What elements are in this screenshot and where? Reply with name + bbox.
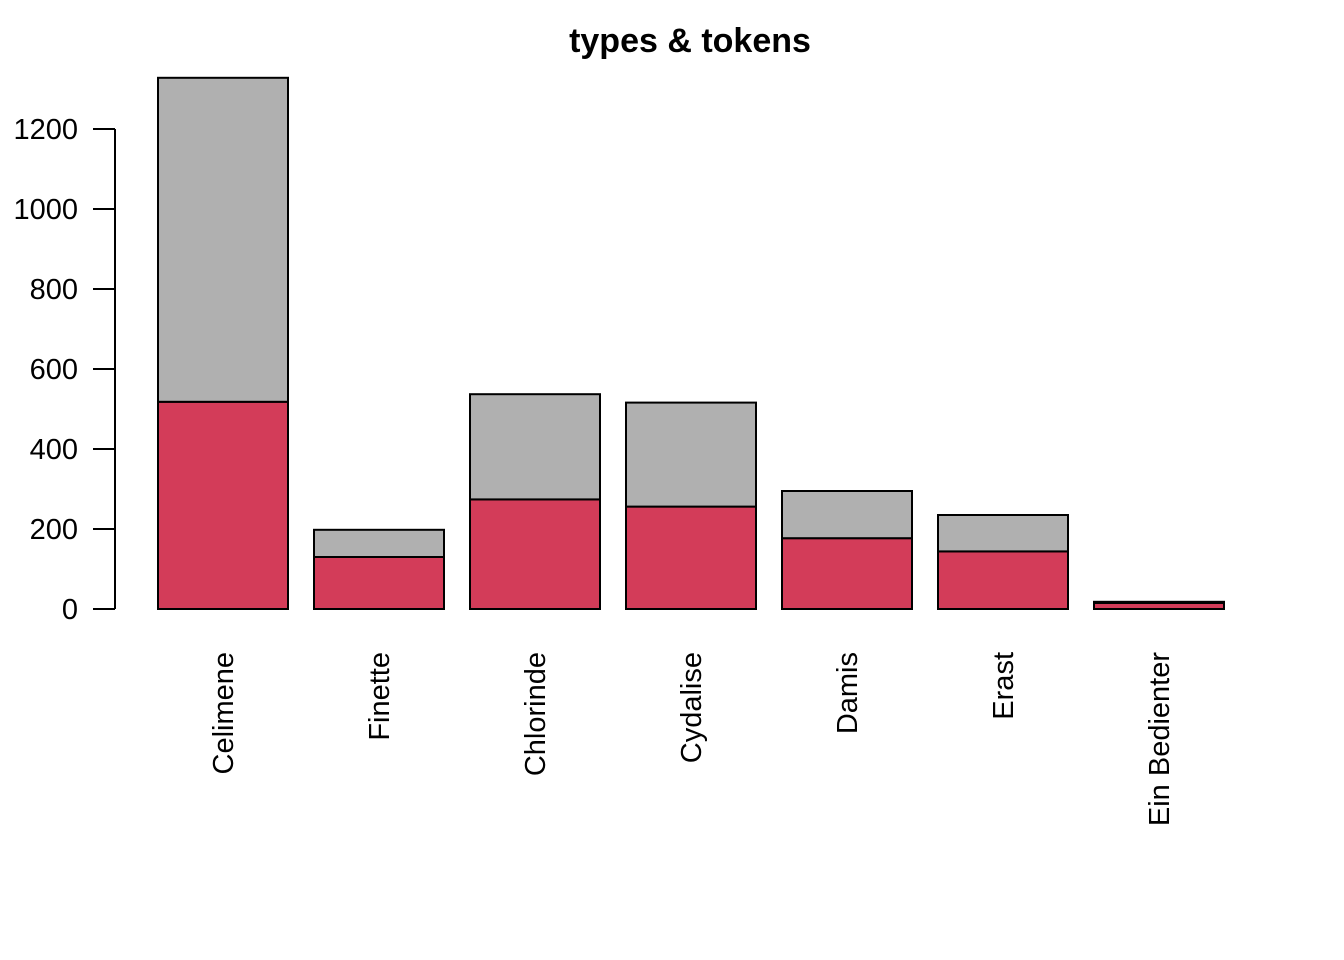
x-category-label: Damis bbox=[832, 652, 864, 734]
x-category-label: Chlorinde bbox=[520, 652, 552, 776]
x-category-label: Erast bbox=[988, 652, 1020, 720]
bar-segment-types bbox=[781, 537, 913, 611]
chart-title: types & tokens bbox=[569, 22, 811, 60]
y-axis: 0 200 400 600 800 1000 1200 bbox=[13, 114, 116, 626]
bar-segment-types bbox=[625, 505, 757, 611]
bar-segment-tokens bbox=[625, 401, 757, 508]
bar-segment-types bbox=[937, 550, 1069, 611]
bar-segment-tokens bbox=[1093, 600, 1225, 604]
y-tick-label: 600 bbox=[30, 354, 78, 386]
x-category-label: Ein Bedienter bbox=[1144, 652, 1176, 826]
x-category-label: Celimene bbox=[208, 652, 240, 775]
y-tick-label: 200 bbox=[30, 514, 78, 546]
y-tick-label: 1200 bbox=[13, 114, 78, 146]
bar-segment-tokens bbox=[469, 393, 601, 501]
bar-segment-types bbox=[157, 400, 289, 610]
y-tick-label: 800 bbox=[30, 274, 78, 306]
y-tick-label: 0 bbox=[62, 594, 78, 626]
bars-group bbox=[157, 76, 1225, 611]
bar-segment-tokens bbox=[781, 490, 913, 540]
y-tick-label: 1000 bbox=[13, 194, 78, 226]
bar-segment-types bbox=[313, 556, 445, 610]
bar-segment-tokens bbox=[313, 528, 445, 558]
x-axis-labels: Celimene Finette Chlorinde Cydalise Damis Era… bbox=[208, 652, 1176, 826]
bar-segment-types bbox=[469, 498, 601, 610]
bar-segment-tokens bbox=[157, 76, 289, 403]
x-category-label: Cydalise bbox=[676, 652, 708, 763]
x-category-label: Finette bbox=[364, 652, 396, 741]
bar-segment-tokens bbox=[937, 514, 1069, 553]
y-tick-label: 400 bbox=[30, 434, 78, 466]
